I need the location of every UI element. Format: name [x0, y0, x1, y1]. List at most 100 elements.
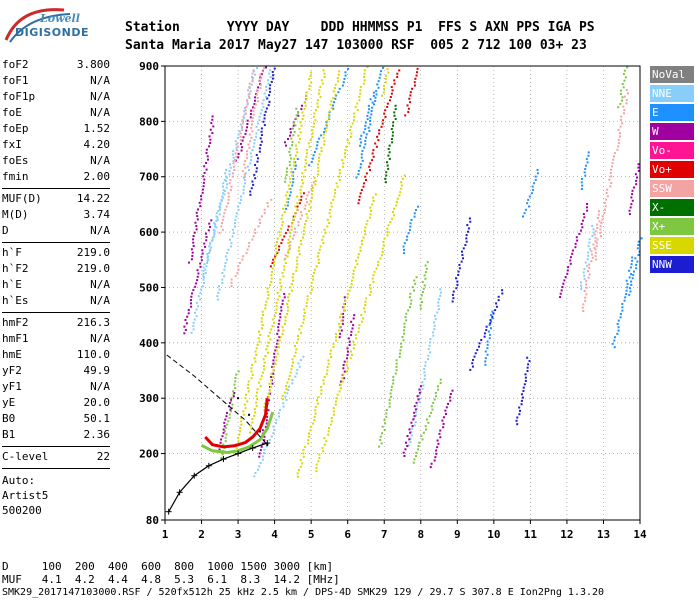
echo-dot: [576, 239, 579, 242]
echo-dot: [320, 134, 323, 137]
echo-dot: [220, 225, 223, 228]
echo-dot: [334, 93, 337, 96]
echo-dot: [308, 203, 311, 206]
echo-dot: [581, 226, 584, 229]
echo-dot: [272, 366, 275, 369]
echo-dot: [263, 402, 266, 405]
echo-dot: [223, 275, 226, 278]
echo-dot: [377, 139, 380, 142]
echo-dot: [387, 154, 390, 157]
echo-dot: [276, 332, 279, 335]
echo-dot: [227, 420, 230, 423]
echo-dot: [229, 410, 232, 413]
echo-dot: [268, 331, 271, 334]
echo-dot: [242, 122, 245, 125]
echo-dot: [290, 222, 293, 225]
echo-dot: [296, 202, 299, 205]
echo-dot: [613, 339, 616, 342]
echo-dot: [263, 439, 266, 442]
echo-dot: [255, 93, 258, 96]
echo-dot: [332, 407, 335, 410]
echo-dot: [419, 297, 422, 300]
echo-dot: [434, 391, 437, 394]
echo-dot: [232, 232, 235, 235]
echo-dot: [242, 176, 245, 179]
echo-dot: [369, 213, 372, 216]
echo-dot: [625, 98, 628, 101]
echo-dot: [323, 143, 326, 146]
echo-dot: [276, 237, 279, 240]
echo-dot: [220, 199, 223, 202]
echo-dot: [449, 396, 452, 399]
param-value: 219.0: [76, 246, 110, 259]
echo-dot: [213, 233, 216, 236]
echo-dot: [462, 257, 465, 260]
echo-dot: [396, 72, 399, 75]
echo-dot: [272, 321, 275, 324]
echo-dot: [286, 191, 289, 194]
echo-dot: [260, 445, 263, 448]
echo-dot: [255, 404, 258, 407]
echo-dot: [345, 145, 348, 148]
echo-dot: [296, 335, 299, 338]
echo-dot: [231, 235, 234, 238]
param-name: hmE: [2, 348, 22, 361]
echo-dot: [350, 320, 353, 323]
echo-dot: [229, 163, 232, 166]
echo-dot: [324, 232, 327, 235]
echo-dot: [206, 158, 209, 161]
echo-dot: [283, 141, 286, 144]
param-value: N/A: [90, 90, 110, 103]
echo-dot: [591, 224, 594, 227]
echo-dot: [380, 254, 383, 257]
echo-dot: [392, 379, 395, 382]
echo-dot: [269, 69, 272, 72]
echo-dot: [326, 120, 329, 123]
echo-dot: [225, 180, 228, 183]
echo-dot: [293, 355, 296, 358]
param-name: yE: [2, 396, 16, 409]
echo-dot: [232, 393, 235, 396]
echo-dot: [184, 328, 187, 331]
echo-dot: [394, 372, 397, 375]
plot-frame: [164, 65, 641, 521]
echo-dot: [310, 81, 313, 84]
echo-dot: [328, 212, 331, 215]
echo-dot: [255, 135, 258, 138]
echo-dot: [401, 177, 404, 180]
echo-dot: [471, 362, 474, 365]
echo-dot: [299, 211, 302, 214]
param-row: B0 50.1: [2, 412, 110, 428]
echo-dot: [588, 263, 591, 266]
echo-dot: [462, 247, 465, 250]
echo-dot: [265, 95, 268, 98]
echo-dot: [236, 142, 239, 145]
echo-dot: [401, 336, 404, 339]
echo-dot: [357, 327, 360, 330]
echo-dot: [338, 70, 341, 73]
echo-dot: [287, 197, 290, 200]
echo-dot: [302, 229, 305, 232]
echo-dot: [309, 429, 312, 432]
echo-dot: [336, 77, 339, 80]
echo-dot: [390, 385, 393, 388]
echo-dot: [592, 228, 595, 231]
echo-dot: [518, 413, 521, 416]
echo-dot: [246, 103, 249, 106]
echo-dot: [230, 185, 233, 188]
echo-dot: [626, 283, 629, 286]
echo-dot: [195, 282, 198, 285]
echo-dot: [628, 209, 631, 212]
echo-dot: [245, 156, 248, 159]
echo-dot: [344, 74, 347, 77]
param-row: h`E N/A: [2, 278, 110, 294]
echo-dot: [200, 195, 203, 198]
echo-dot: [269, 75, 272, 78]
echo-dot: [634, 173, 637, 176]
echo-dot: [338, 329, 341, 332]
echo-dot: [266, 297, 269, 300]
echo-dot: [283, 268, 286, 271]
echo-dot: [524, 208, 527, 211]
echo-dot: [192, 244, 195, 247]
echo-dot: [256, 90, 259, 93]
